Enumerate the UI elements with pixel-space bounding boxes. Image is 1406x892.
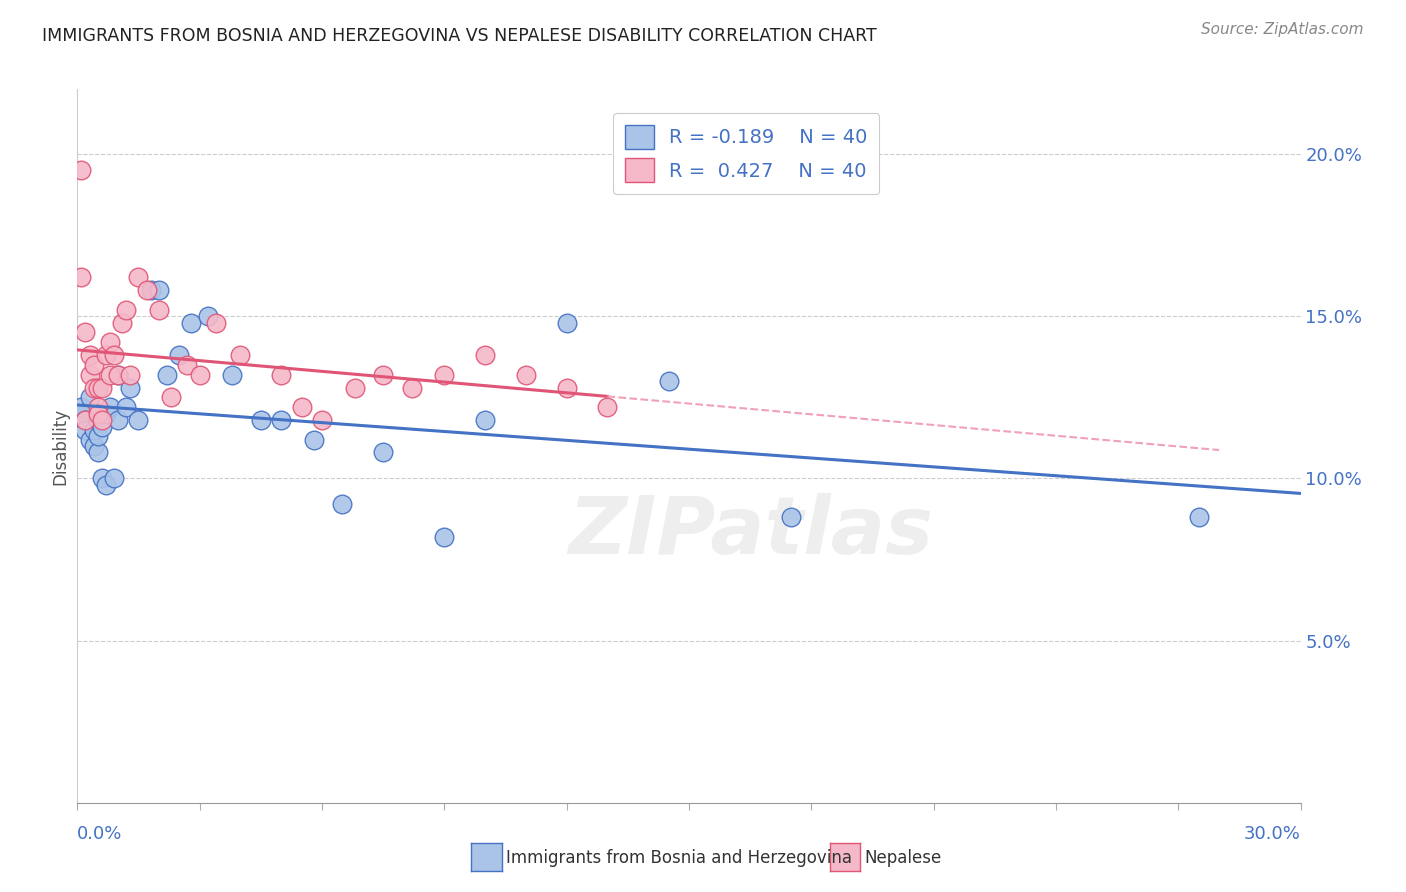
Point — [169, 348, 191, 362]
Point — [180, 316, 202, 330]
Point — [135, 283, 157, 297]
Point — [120, 381, 142, 395]
Point — [90, 381, 112, 395]
Point — [148, 302, 170, 317]
Point — [515, 368, 537, 382]
Point — [90, 471, 112, 485]
Point — [98, 400, 121, 414]
Point — [555, 316, 578, 330]
Point — [94, 407, 117, 421]
Point — [75, 413, 97, 427]
Point — [188, 368, 211, 382]
Point — [75, 423, 97, 437]
Text: 0.0%: 0.0% — [77, 825, 122, 843]
Point — [555, 381, 578, 395]
Point — [103, 348, 125, 362]
Point — [371, 445, 394, 459]
Point — [83, 439, 105, 453]
Point — [270, 413, 292, 427]
Point — [103, 471, 125, 485]
Point — [111, 316, 134, 330]
Legend: R = -0.189    N = 40, R =  0.427    N = 40: R = -0.189 N = 40, R = 0.427 N = 40 — [613, 113, 880, 194]
Point — [79, 433, 101, 447]
Point — [401, 381, 423, 395]
Point — [433, 530, 456, 544]
Point — [70, 270, 93, 285]
Point — [83, 381, 105, 395]
Point — [160, 390, 183, 404]
Point — [156, 368, 179, 382]
Point — [79, 368, 101, 382]
Point — [75, 326, 97, 340]
Point — [332, 497, 354, 511]
Point — [90, 419, 112, 434]
Point — [120, 368, 142, 382]
Point — [474, 348, 496, 362]
Point — [433, 368, 456, 382]
Point — [115, 400, 138, 414]
Point — [79, 390, 101, 404]
Point — [90, 413, 112, 427]
Point — [87, 429, 110, 443]
Point — [70, 400, 93, 414]
Point — [205, 316, 228, 330]
Point — [75, 413, 97, 427]
Point — [148, 283, 170, 297]
Y-axis label: Disability: Disability — [51, 408, 69, 484]
Point — [98, 335, 121, 350]
Point — [94, 348, 117, 362]
Point — [1188, 510, 1211, 524]
Point — [371, 368, 394, 382]
Point — [79, 348, 101, 362]
Point — [87, 413, 110, 427]
Point — [107, 368, 129, 382]
Point — [70, 407, 93, 421]
Text: Immigrants from Bosnia and Herzegovina: Immigrants from Bosnia and Herzegovina — [506, 849, 852, 867]
Point — [128, 413, 150, 427]
Point — [128, 270, 150, 285]
Point — [176, 358, 198, 372]
Point — [87, 407, 110, 421]
Point — [107, 368, 129, 382]
Point — [302, 433, 325, 447]
Point — [291, 400, 314, 414]
Point — [658, 374, 681, 388]
Text: 30.0%: 30.0% — [1244, 825, 1301, 843]
Point — [94, 478, 117, 492]
Point — [87, 381, 110, 395]
Text: Nepalese: Nepalese — [865, 849, 942, 867]
Point — [474, 413, 496, 427]
Point — [250, 413, 273, 427]
Point — [107, 413, 129, 427]
Point — [83, 358, 105, 372]
Point — [596, 400, 619, 414]
Point — [70, 163, 93, 178]
Point — [197, 310, 219, 324]
Point — [115, 302, 138, 317]
Point — [83, 423, 105, 437]
Text: ZIPatlas: ZIPatlas — [568, 492, 932, 571]
Point — [98, 368, 121, 382]
Point — [221, 368, 243, 382]
Point — [139, 283, 162, 297]
Point — [780, 510, 803, 524]
Point — [87, 445, 110, 459]
Point — [343, 381, 366, 395]
Point — [87, 400, 110, 414]
Point — [311, 413, 333, 427]
Text: Source: ZipAtlas.com: Source: ZipAtlas.com — [1201, 22, 1364, 37]
Point — [229, 348, 252, 362]
Text: IMMIGRANTS FROM BOSNIA AND HERZEGOVINA VS NEPALESE DISABILITY CORRELATION CHART: IMMIGRANTS FROM BOSNIA AND HERZEGOVINA V… — [42, 27, 877, 45]
Point — [270, 368, 292, 382]
